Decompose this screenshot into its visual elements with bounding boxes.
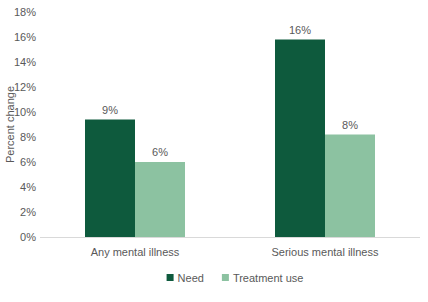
y-tick-label: 0% [20, 231, 36, 243]
y-tick-label: 6% [20, 156, 36, 168]
y-tick-label: 2% [20, 206, 36, 218]
bar [135, 162, 185, 237]
y-tick-label: 14% [14, 56, 36, 68]
x-axis [40, 237, 420, 238]
data-labels: 9% 16% 6% 8% [102, 24, 358, 159]
y-axis-label: Percent change [4, 86, 16, 163]
data-label: 8% [342, 119, 358, 131]
data-label: 6% [152, 146, 168, 158]
chart: 0% 2% 4% 6% 8% 10% 12% 14% 16% 18% Percent change 9… [0, 0, 428, 302]
legend-label: Treatment use [233, 272, 304, 284]
y-tick-label: 18% [14, 6, 36, 18]
y-tick-label: 8% [20, 131, 36, 143]
bars [85, 40, 375, 238]
legend-label: Need [178, 272, 204, 284]
legend-swatch [167, 274, 174, 281]
y-tick-label: 10% [14, 106, 36, 118]
data-label: 9% [102, 104, 118, 116]
bar [85, 120, 135, 238]
x-tick-label: Any mental illness [91, 246, 180, 258]
legend-item: Need [167, 272, 204, 284]
bar [325, 135, 375, 238]
y-tick-label: 4% [20, 181, 36, 193]
x-tick-label: Serious mental illness [272, 246, 379, 258]
y-tick-label: 16% [14, 31, 36, 43]
y-tick-label: 12% [14, 81, 36, 93]
legend-swatch [222, 274, 229, 281]
data-label: 16% [289, 24, 311, 36]
legend: Need Treatment use [167, 272, 304, 284]
bar [275, 40, 325, 238]
legend-item: Treatment use [222, 272, 304, 284]
